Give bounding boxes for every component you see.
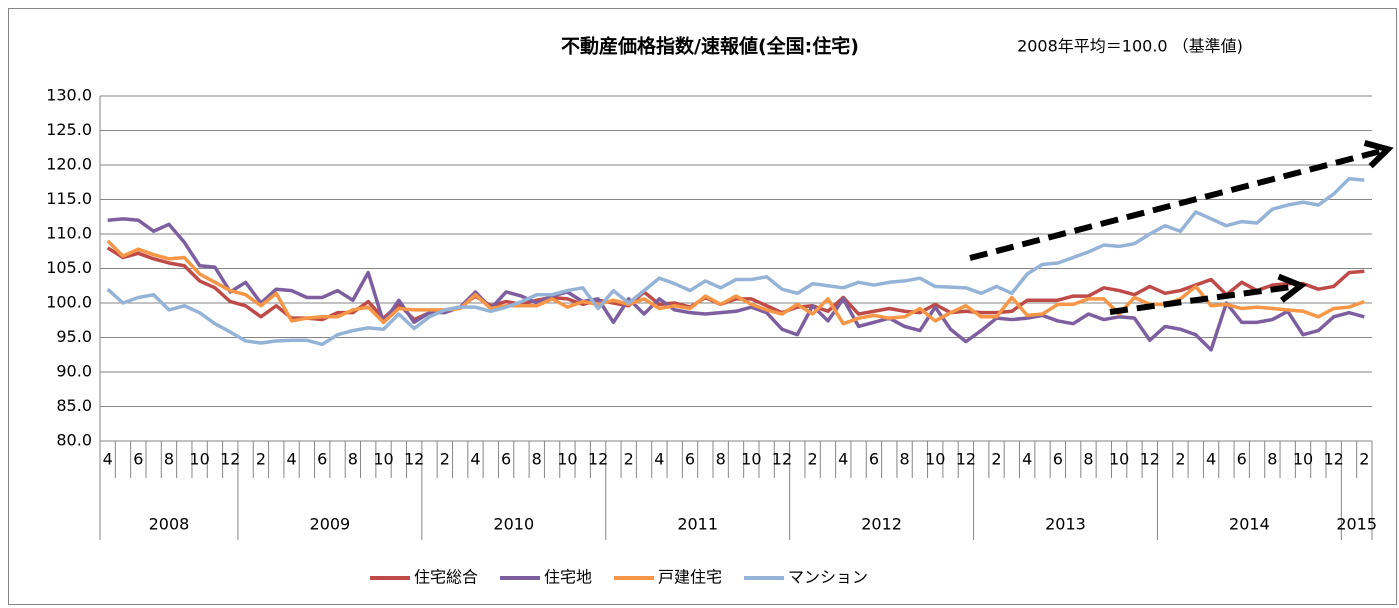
x-tick-label: 8 [348, 450, 358, 469]
y-tick-label: 110.0 [46, 224, 92, 243]
x-tick-label: 2 [1359, 450, 1369, 469]
x-tick-label: 2 [440, 450, 450, 469]
legend-label: 住宅地 [544, 568, 592, 587]
x-tick-label: 4 [1022, 450, 1032, 469]
y-tick-label: 100.0 [46, 293, 92, 312]
y-tick-label: 125.0 [46, 120, 92, 139]
y-tick-label: 80.0 [56, 431, 92, 450]
x-tick-label: 2 [624, 450, 634, 469]
x-group-label: 2009 [310, 515, 351, 534]
x-group-label: 2014 [1229, 515, 1270, 534]
chart-subtitle: 2008年平均＝100.0 （基準値) [1017, 37, 1243, 56]
x-tick-label: 4 [470, 450, 480, 469]
legend: 住宅総合 住宅地 戸建住宅 マンション [370, 568, 868, 587]
x-group-label: 2010 [493, 515, 534, 534]
trend-arrow [1109, 273, 1307, 315]
x-tick-label: 10 [1109, 450, 1129, 469]
x-tick-label: 6 [501, 450, 511, 469]
x-tick-label: 8 [716, 450, 726, 469]
x-tick-label: 2 [256, 450, 266, 469]
x-tick-label: 4 [286, 450, 296, 469]
x-tick-label: 8 [1267, 450, 1277, 469]
x-tick-label: 10 [1293, 450, 1313, 469]
x-tick-label: 6 [133, 450, 143, 469]
x-tick-label: 10 [741, 450, 761, 469]
legend-label: 住宅総合 [414, 568, 478, 587]
x-tick-label: 8 [164, 450, 174, 469]
x-group-label: 2013 [1045, 515, 1086, 534]
y-tick-label: 105.0 [46, 258, 92, 277]
series-line [107, 217, 1365, 352]
x-tick-label: 12 [1140, 450, 1160, 469]
series-line [106, 246, 1365, 322]
x-tick-label: 6 [685, 450, 695, 469]
x-tick-label: 6 [1053, 450, 1063, 469]
x-tick-label: 12 [956, 450, 976, 469]
x-group-label: 2008 [149, 515, 190, 534]
x-tick-label: 4 [1206, 450, 1216, 469]
series-line [106, 177, 1365, 347]
x-tick-label: 10 [925, 450, 945, 469]
x-tick-label: 12 [1324, 450, 1344, 469]
x-tick-label: 8 [899, 450, 909, 469]
x-tick-label: 12 [588, 450, 608, 469]
x-group-label: 2011 [677, 515, 718, 534]
x-group-label: 2012 [861, 515, 902, 534]
x-tick-label: 12 [220, 450, 240, 469]
x-tick-label: 6 [317, 450, 327, 469]
y-tick-label: 95.0 [56, 327, 92, 346]
x-group-label: 2015 [1336, 515, 1377, 534]
x-tick-label: 2 [808, 450, 818, 469]
series-line [106, 239, 1365, 326]
x-tick-label: 4 [838, 450, 848, 469]
y-tick-label: 115.0 [46, 189, 92, 208]
x-tick-label: 8 [1083, 450, 1093, 469]
legend-label: マンション [788, 568, 868, 587]
x-tick-label: 6 [869, 450, 879, 469]
plot-area: 80.0 85.0 90.0 95.0 100.0 105.0 110.0 115.0 120.… [46, 86, 1377, 540]
legend-label: 戸建住宅 [658, 568, 722, 587]
y-tick-label: 120.0 [46, 155, 92, 174]
trend-arrow [969, 140, 1394, 261]
y-tick-label: 90.0 [56, 362, 92, 381]
x-tick-label: 12 [404, 450, 424, 469]
x-tick-label: 6 [1237, 450, 1247, 469]
chart-title: 不動産価格指数/速報値(全国:住宅) [561, 35, 859, 58]
x-tick-label: 12 [772, 450, 792, 469]
y-tick-label: 85.0 [56, 396, 92, 415]
x-tick-label: 2 [1175, 450, 1185, 469]
y-tick-label: 130.0 [46, 86, 92, 105]
x-tick-label: 10 [189, 450, 209, 469]
x-tick-label: 4 [654, 450, 664, 469]
x-tick-label: 10 [373, 450, 393, 469]
x-tick-label: 4 [103, 450, 113, 469]
x-tick-label: 2 [991, 450, 1001, 469]
x-tick-label: 8 [532, 450, 542, 469]
x-tick-label: 10 [557, 450, 577, 469]
